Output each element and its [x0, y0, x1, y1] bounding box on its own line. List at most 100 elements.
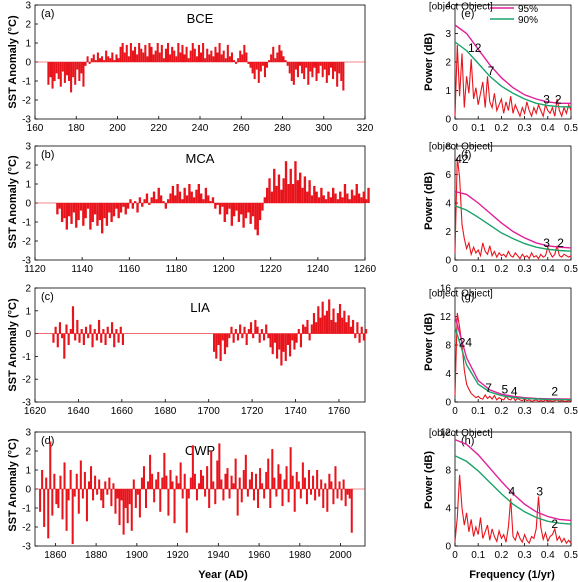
sst-bar-c	[319, 317, 322, 334]
sst-bar-c	[315, 322, 318, 334]
sst-bar-c	[293, 333, 296, 350]
sst-bar-b	[282, 178, 285, 203]
panel-label-b: (b)	[41, 149, 54, 161]
sst-bar-b	[249, 203, 252, 224]
sst-bar-b	[150, 197, 153, 203]
sst-bar-a	[177, 43, 180, 62]
sst-bar-d	[61, 489, 64, 520]
sst-bar-a	[138, 43, 141, 62]
y-tick-label-e: 3	[445, 29, 451, 40]
sst-bar-a	[72, 62, 75, 78]
sst-bar-a	[342, 62, 345, 91]
sst-bar-a	[84, 62, 87, 66]
sst-bar-a	[193, 48, 196, 62]
sst-bar-b	[228, 203, 231, 209]
sst-bar-b	[192, 197, 196, 203]
sst-bar-b	[204, 187, 208, 203]
sst-bar-d	[187, 489, 190, 499]
sst-bar-b	[251, 203, 255, 217]
sst-bar-b	[306, 191, 309, 203]
sst-bar-d	[330, 481, 333, 489]
sst-bar-d	[116, 489, 119, 499]
sst-bar-c	[71, 306, 75, 334]
sst-bar-b	[131, 203, 134, 209]
y-tick-label-e: 2	[445, 58, 451, 69]
sst-bar-a	[90, 58, 93, 62]
sst-bar-d	[255, 473, 258, 489]
sst-bar-b	[266, 187, 269, 203]
sst-bar-d	[132, 479, 135, 489]
sst-bar-d	[167, 489, 170, 516]
sst-bar-a	[88, 62, 91, 64]
significance-marker-e: [object Object]	[429, 1, 493, 12]
sst-bar-a	[195, 56, 198, 62]
sst-bar-b	[263, 197, 266, 203]
y-tick-label-g: 16	[440, 284, 452, 295]
sst-bar-a	[167, 43, 170, 62]
sst-bar-a	[160, 44, 163, 62]
sst-ylabel-c: SST Anomaly (°C)	[7, 298, 19, 392]
panel-label-a: (a)	[41, 8, 54, 20]
y-tick-label-g: 0	[445, 398, 451, 409]
sst-bar-a	[235, 62, 238, 64]
x-tick-label-b: 1160	[119, 264, 141, 275]
sst-bar-b	[230, 203, 233, 226]
sst-bar-a	[125, 44, 128, 62]
sst-bar-a	[171, 46, 174, 62]
sst-bar-d	[153, 489, 156, 503]
sst-bar-b	[360, 197, 363, 203]
sst-bar-a	[129, 43, 132, 62]
sst-bar-d	[289, 447, 292, 489]
sst-bar-a	[158, 52, 161, 62]
sst-bar-a	[218, 43, 221, 62]
sst-bar-d	[283, 479, 286, 489]
x-tick-label-b: 1120	[24, 264, 46, 275]
sst-bar-a	[272, 46, 275, 62]
sst-bar-c	[297, 329, 300, 334]
sst-bar-a	[47, 62, 50, 85]
sst-bar-d	[214, 489, 217, 505]
sst-bar-c	[332, 308, 335, 334]
sst-bar-b	[268, 178, 271, 203]
sst-bar-d	[175, 475, 178, 489]
sst-bar-b	[143, 199, 146, 203]
sst-bar-b	[277, 174, 281, 203]
sst-bar-a	[53, 62, 56, 81]
sst-bar-a	[49, 62, 52, 78]
sst-bar-c	[113, 333, 116, 348]
sst-bar-d	[51, 489, 54, 516]
sst-bar-d	[244, 454, 247, 489]
sst-bar-c	[121, 333, 125, 345]
sst-bar-c	[76, 319, 79, 334]
sst-bar-b	[270, 191, 274, 203]
sst-bar-c	[365, 329, 368, 334]
panel-label-d: (d)	[41, 435, 54, 447]
x-tick-label-h: 0.5	[564, 550, 578, 561]
sst-bar-a	[119, 46, 122, 62]
x-tick-label-d: 1860	[44, 550, 67, 561]
x-tick-label-e: 0	[452, 123, 458, 134]
sst-bar-c	[282, 333, 285, 352]
sst-bar-d	[43, 489, 46, 527]
y-tick-label-f: 8	[445, 142, 451, 153]
sst-bar-c	[236, 333, 240, 341]
sst-bar-b	[174, 195, 177, 203]
y-tick-label-c: 2	[25, 284, 31, 295]
sst-bar-d	[248, 479, 251, 489]
sst-bar-d	[57, 489, 60, 508]
x-tick-label-h: 0	[452, 550, 458, 561]
sst-bar-a	[197, 44, 200, 62]
sst-bar-d	[73, 489, 76, 497]
sst-bar-d	[71, 489, 74, 545]
sst-bar-a	[303, 62, 306, 80]
sst-bar-a	[245, 52, 248, 62]
sst-bar-a	[274, 58, 277, 62]
sst-bar-a	[210, 50, 213, 62]
sst-bar-c	[102, 329, 105, 334]
sst-bar-a	[111, 52, 114, 62]
x-tick-label-a: 300	[315, 123, 332, 134]
sst-bar-d	[240, 489, 243, 503]
sst-bar-a	[152, 54, 155, 62]
sst-bar-b	[56, 203, 59, 215]
